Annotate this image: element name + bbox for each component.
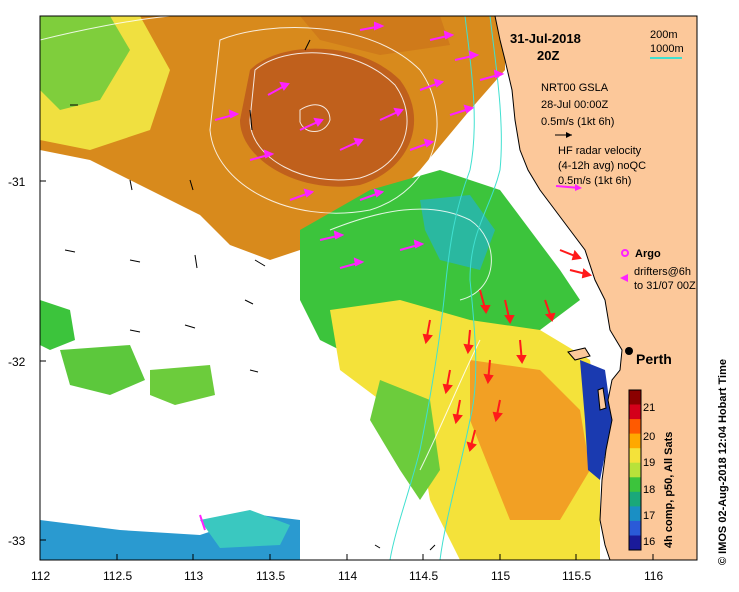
colorbar-tick-20: 20 — [643, 431, 655, 443]
rottnest-island — [567, 347, 591, 361]
colorbar — [628, 389, 642, 551]
map-date: 31-Jul-2018 — [510, 31, 581, 46]
colorbar-frame — [628, 389, 642, 551]
colorbar-segment — [629, 506, 641, 522]
x-axis: 112 112.5 113 113.5 114 114.5 115 115.5 … — [31, 554, 663, 583]
y-tick-31: -31 — [8, 175, 26, 189]
gsla-scale-label: 0.5m/s (1kt 6h) — [541, 116, 614, 128]
gsla-title: NRT00 GSLA — [541, 82, 609, 94]
sst-green-patch-center — [150, 365, 215, 405]
colorbar-tick-21: 21 — [643, 402, 655, 414]
sst-teal-core — [420, 195, 495, 270]
sst-cyan-south — [200, 510, 290, 548]
gsla-scale-arrowhead — [566, 132, 572, 138]
colorbar-segment — [629, 535, 641, 551]
radar-velocity-arrows — [199, 21, 505, 531]
radar-title: HF radar velocity — [558, 145, 642, 157]
colorbar-segment — [629, 520, 641, 536]
drifters-line2: to 31/07 00Z — [634, 280, 696, 292]
x-tick-116: 116 — [644, 569, 663, 583]
bathymetry-contours — [389, 16, 502, 560]
radar-subtitle: (4-12h avg) noQC — [558, 160, 646, 172]
credit-text: © IMOS 02-Aug-2018 12:04 Hobart Time — [717, 359, 729, 565]
radar-scale-arrowhead — [575, 184, 582, 191]
contour-1000m-label: 1000m — [650, 43, 684, 55]
drifters-line1: drifters@6h — [634, 266, 691, 278]
perth-label: Perth — [636, 351, 672, 367]
colorbar-label: 4h comp, p50, All Sats — [663, 432, 675, 548]
y-tick-32: -32 — [8, 355, 26, 369]
colorbar-segment — [629, 390, 641, 405]
sst-green-patch-mid — [60, 345, 145, 395]
colorbar-segment — [629, 477, 641, 493]
map-time: 20Z — [537, 48, 559, 63]
x-tick-112-5: 112.5 — [103, 569, 132, 583]
sst-green-south — [370, 380, 440, 500]
sst-north-strip — [300, 16, 450, 55]
colorbar-segment — [629, 448, 641, 464]
colorbar-segment — [629, 491, 641, 507]
garden-island — [597, 387, 607, 411]
sst-nw-green — [40, 16, 130, 110]
x-tick-115-5: 115.5 — [562, 569, 591, 583]
colorbar-tick-17: 17 — [643, 510, 655, 522]
gsla-contours — [40, 16, 492, 471]
gsla-arrows — [64, 39, 436, 551]
y-tick-33: -33 — [8, 534, 26, 548]
radar-scale-label: 0.5m/s (1kt 6h) — [558, 175, 631, 187]
colorbar-segment — [629, 462, 641, 478]
map-frame — [39, 15, 698, 561]
x-tick-114: 114 — [338, 569, 357, 583]
colorbar-segment — [629, 433, 641, 449]
colorbar-segment — [629, 419, 641, 435]
y-axis: -31 -32 -33 — [8, 175, 46, 548]
x-tick-112: 112 — [31, 569, 50, 583]
sst-coastal-blue — [580, 360, 612, 480]
map-area — [40, 16, 697, 560]
contour-200m-label: 200m — [650, 29, 678, 41]
x-tick-113-5: 113.5 — [256, 569, 285, 583]
argo-label: Argo — [635, 248, 661, 260]
argo-marker — [621, 249, 629, 257]
drifter-marker — [620, 274, 628, 282]
colorbar-tick-19: 19 — [643, 457, 655, 469]
gsla-date: 28-Jul 00:00Z — [541, 99, 609, 111]
altimetry-velocity-arrows — [422, 249, 593, 452]
colorbar-tick-16: 16 — [643, 536, 655, 548]
x-tick-115: 115 — [491, 569, 510, 583]
sst-green-patch-west — [40, 300, 75, 350]
colorbar-tick-18: 18 — [643, 484, 655, 496]
colorbar-segment — [629, 404, 641, 420]
perth-marker — [625, 347, 633, 355]
x-tick-114-5: 114.5 — [409, 569, 438, 583]
land-australia — [494, 16, 697, 560]
x-tick-113: 113 — [184, 569, 203, 583]
